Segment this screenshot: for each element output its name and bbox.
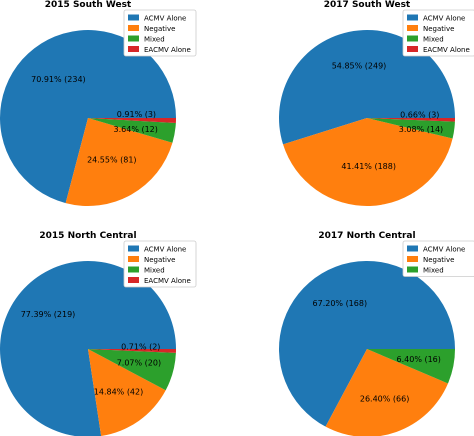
pie-slice-mixed — [367, 349, 455, 384]
pie-slice-mixed — [88, 118, 176, 143]
legend-frame — [123, 9, 197, 57]
legend-label: Negative — [423, 25, 454, 33]
pie-slice-label: 54.85% (249) — [332, 61, 387, 70]
chart-title: 2017 North Central — [318, 231, 415, 241]
legend-swatch — [128, 277, 139, 283]
legend-swatch — [128, 25, 139, 31]
legend-swatch — [128, 245, 139, 252]
pie-labels: 77.39% (219) 14.84% (42) 7.07% (20) 0.71% (… — [21, 310, 161, 397]
legend-label: ACMV Alone — [144, 15, 186, 23]
chart-title: 2017 South West — [324, 0, 411, 10]
pie-slice-eacmv-alone — [88, 349, 176, 353]
pie-slice-label: 3.64% (12) — [114, 125, 158, 134]
pie-slice-mixed — [88, 349, 176, 391]
legend-label: EACMV Alone — [144, 46, 191, 54]
chart-title: 2015 North Central — [39, 231, 136, 241]
legend: ACMV Alone Negative Mixed EACMV Alone — [123, 9, 197, 57]
legend-label: Negative — [144, 25, 175, 33]
legend-swatch — [407, 25, 418, 31]
legend-label: Mixed — [144, 36, 165, 44]
pie-labels: 70.91% (234) 24.55% (81) 3.64% (12) 0.91% (… — [31, 75, 158, 164]
legend-swatch — [128, 46, 139, 52]
legend-label: EACMV Alone — [423, 46, 470, 54]
panel-2015-south-west: 2015 South West 70.91% (234) 24.55% (81) 3… — [0, 0, 197, 207]
panel-2017-south-west: 2017 South West 54.85% (249) 41.41% (188)… — [279, 0, 474, 207]
legend-swatch — [407, 256, 418, 262]
pie-slice-negative — [325, 349, 448, 436]
pie-slice-label: 41.41% (188) — [341, 162, 396, 171]
legend-label: Negative — [423, 256, 454, 264]
pie-slice-eacmv-alone — [88, 118, 177, 124]
legend-swatch — [128, 14, 139, 21]
legend-swatch — [407, 46, 418, 52]
pie-slice-label: 77.39% (219) — [21, 310, 76, 319]
pie-slice-label: 7.07% (20) — [117, 358, 161, 367]
pie-slices — [0, 30, 177, 207]
pie-slice-negative — [283, 118, 453, 207]
pie-slice-label: 26.40% (66) — [360, 394, 409, 403]
legend-label: Mixed — [423, 267, 444, 275]
legend-swatch — [128, 256, 139, 262]
legend-swatch — [407, 245, 418, 252]
pie-slice-label: 24.55% (81) — [87, 156, 136, 165]
pie-slice-acmv-alone — [0, 30, 177, 204]
legend: ACMV Alone Negative Mixed EACMV Alone — [402, 9, 474, 57]
chart-title: 2015 South West — [45, 0, 132, 10]
legend-frame — [402, 9, 474, 57]
legend-label: EACMV Alone — [144, 277, 191, 285]
pie-slice-acmv-alone — [279, 29, 455, 145]
legend-label: ACMV Alone — [144, 246, 186, 254]
panel-2017-north-central: 2017 North Central 67.20% (168) 26.40% (6… — [279, 231, 474, 436]
legend-label: Negative — [144, 256, 175, 264]
pie-slice-acmv-alone — [0, 261, 176, 436]
pie-slices — [279, 260, 456, 436]
pie-slice-label: 6.40% (16) — [397, 355, 441, 364]
legend-swatch — [407, 266, 418, 273]
pie-slices — [0, 261, 176, 436]
legend-label: ACMV Alone — [423, 15, 465, 23]
legend-frame — [123, 240, 197, 288]
legend-label: ACMV Alone — [423, 246, 465, 254]
pie-slice-label: 3.08% (14) — [399, 125, 443, 134]
legend-swatch — [128, 266, 139, 273]
legend-label: Mixed — [144, 267, 165, 275]
legend-swatch — [128, 35, 139, 42]
legend: ACMV Alone Negative Mixed — [402, 240, 474, 277]
pie-slices — [279, 29, 455, 207]
pie-slice-mixed — [367, 118, 455, 139]
legend-label: Mixed — [423, 36, 444, 44]
panel-2015-north-central: 2015 North Central 77.39% (219) 14.84% (4… — [0, 231, 197, 436]
pie-labels: 67.20% (168) 26.40% (66) 6.40% (16) — [313, 299, 441, 403]
pie-slice-negative — [65, 118, 173, 207]
pie-slice-label: 70.91% (234) — [31, 75, 86, 84]
pie-slice-label: 0.71% (2) — [121, 343, 160, 352]
pie-slice-label: 0.91% (3) — [117, 110, 156, 119]
pie-slice-label: 0.66% (3) — [400, 111, 439, 120]
legend-swatch — [407, 35, 418, 42]
pie-slice-label: 14.84% (42) — [94, 388, 143, 397]
legend-swatch — [407, 14, 418, 21]
legend-frame — [402, 240, 474, 277]
pie-slice-negative — [88, 349, 166, 436]
pie-labels: 54.85% (249) 41.41% (188) 3.08% (14) 0.66% … — [332, 61, 443, 171]
pie-slice-label: 67.20% (168) — [313, 299, 368, 308]
pie-slice-acmv-alone — [279, 260, 456, 427]
pie-slice-eacmv-alone — [367, 118, 455, 122]
legend: ACMV Alone Negative Mixed EACMV Alone — [123, 240, 197, 288]
